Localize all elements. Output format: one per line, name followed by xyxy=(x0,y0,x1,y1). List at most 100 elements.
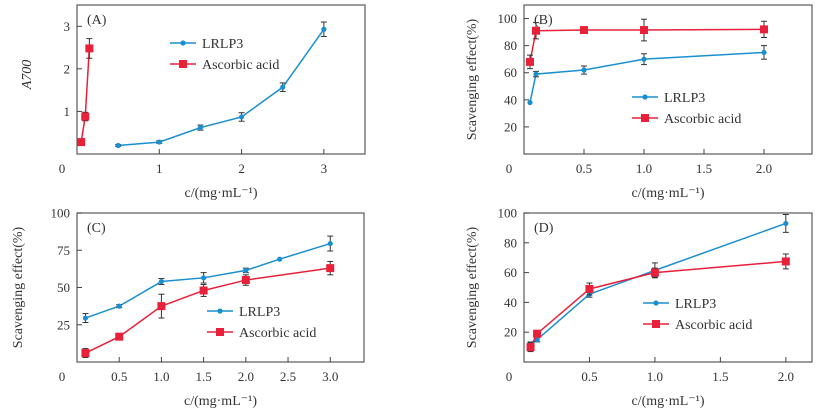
data-point xyxy=(640,26,648,35)
legend-label: LRLP3 xyxy=(239,305,280,320)
data-point xyxy=(115,332,124,341)
x-tick-label: 1.0 xyxy=(153,369,169,384)
panel-tag: (D) xyxy=(534,221,554,236)
legend-label: LRLP3 xyxy=(664,91,705,106)
data-point xyxy=(526,343,535,352)
panel-d: 0.5 1.0 1.5 2.0 20 40 60 80 100 0 c/(mg·mL⁻¹) Scave… xyxy=(465,206,813,409)
y-axis-title: Scavenging effect(%) xyxy=(465,18,480,140)
data-point xyxy=(783,220,789,227)
plot-frame xyxy=(523,4,813,155)
x-tick-label: 2.5 xyxy=(280,369,296,384)
y-tick-label: 50 xyxy=(57,280,70,295)
data-point xyxy=(760,25,768,34)
x-tick-label: 2.0 xyxy=(756,161,772,176)
legend-marker xyxy=(217,308,223,314)
y-tick-label: 20 xyxy=(504,325,517,340)
y-tick-label: 2 xyxy=(64,61,71,76)
data-point xyxy=(158,278,165,285)
data-point xyxy=(641,56,647,62)
data-point xyxy=(321,26,327,32)
x-tick-label: 1.0 xyxy=(636,161,652,176)
data-point xyxy=(326,264,335,273)
x-tick-label: 3 xyxy=(321,161,328,176)
x-tick-label: 2.0 xyxy=(778,369,794,384)
panel-tag: (C) xyxy=(87,221,106,236)
legend-label: LRLP3 xyxy=(202,37,243,52)
legend-label: Ascorbic acid xyxy=(239,326,316,341)
origin-label: 0 xyxy=(506,161,513,176)
y-tick-label: 40 xyxy=(504,295,517,310)
data-point xyxy=(650,268,659,277)
y-tick-label: 20 xyxy=(504,119,517,134)
y-axis-title: Scavenging effect(%) xyxy=(465,226,480,348)
data-point xyxy=(532,26,540,35)
data-point xyxy=(85,44,94,53)
data-point xyxy=(327,240,333,247)
x-tick-label: 1.5 xyxy=(696,161,712,176)
panel-b: 0.5 1.0 1.5 2.0 20 40 60 80 100 0 c/(mg·mL⁻¹) Scave… xyxy=(465,4,813,201)
data-point xyxy=(77,138,86,147)
y-tick-label: 40 xyxy=(504,92,517,107)
x-tick-label: 3.0 xyxy=(322,369,338,384)
data-point xyxy=(81,112,90,121)
legend-label: Ascorbic acid xyxy=(202,58,279,73)
data-point xyxy=(115,142,121,149)
series-line-ascorbic-acid xyxy=(85,267,331,354)
x-tick-label: 1.5 xyxy=(712,369,728,384)
x-axis-title: c/(mg·mL⁻¹) xyxy=(184,394,257,409)
data-point xyxy=(527,99,533,106)
x-tick-label: 1.5 xyxy=(195,369,211,384)
panel-c: 0.5 1.0 1.5 2.0 2.5 3.0 25 50 75 100 0 c/(mg·mL⁻¹) S… xyxy=(11,206,365,409)
data-point xyxy=(533,329,542,338)
data-point xyxy=(81,349,90,358)
x-axis-title: c/(mg·mL⁻¹) xyxy=(631,186,704,201)
data-point xyxy=(199,286,208,295)
x-tick-label: 2.0 xyxy=(238,369,254,384)
data-point xyxy=(201,275,207,281)
y-tick-label: 1 xyxy=(64,104,71,119)
y-tick-label: 100 xyxy=(498,206,518,221)
data-point xyxy=(276,256,283,262)
data-point xyxy=(580,26,588,35)
y-tick-label: 75 xyxy=(57,243,70,258)
legend-marker xyxy=(642,94,648,100)
legend-marker xyxy=(652,320,660,328)
data-point xyxy=(781,257,790,266)
series-line-lrlp3 xyxy=(529,51,765,103)
origin-label: 0 xyxy=(506,369,513,384)
x-axis-title: c/(mg·mL⁻¹) xyxy=(184,186,257,201)
data-point xyxy=(241,276,250,285)
data-point xyxy=(526,57,534,66)
y-tick-label: 100 xyxy=(498,11,518,26)
data-point xyxy=(533,71,539,77)
data-point xyxy=(82,315,89,321)
data-point xyxy=(243,267,249,273)
x-tick-label: 0.5 xyxy=(111,369,127,384)
series-line-ascorbic-acid xyxy=(80,48,91,143)
legend-marker xyxy=(216,328,224,336)
data-point xyxy=(280,84,286,90)
x-tick-label: 0.5 xyxy=(576,161,592,176)
legend-label: Ascorbic acid xyxy=(664,112,741,127)
data-point xyxy=(238,114,245,120)
y-axis-title: A700 xyxy=(20,60,35,91)
legend-marker xyxy=(653,300,659,306)
panel-tag: (B) xyxy=(534,13,553,28)
y-tick-label: 100 xyxy=(51,206,71,221)
data-point xyxy=(581,67,587,73)
data-point xyxy=(761,49,767,56)
origin-label: 0 xyxy=(59,161,66,176)
legend-label: Ascorbic acid xyxy=(675,318,752,333)
y-axis-title: Scavenging effect(%) xyxy=(11,226,26,348)
y-tick-label: 80 xyxy=(504,235,517,250)
panel-tag: (A) xyxy=(87,13,107,28)
y-tick-label: 3 xyxy=(64,19,71,34)
series-line-ascorbic-acid xyxy=(529,28,765,63)
origin-label: 0 xyxy=(59,369,66,384)
y-tick-label: 60 xyxy=(504,265,517,280)
data-point xyxy=(585,284,594,293)
y-tick-label: 25 xyxy=(57,317,70,332)
legend-marker xyxy=(179,60,187,68)
x-axis-title: c/(mg·mL⁻¹) xyxy=(631,394,704,409)
